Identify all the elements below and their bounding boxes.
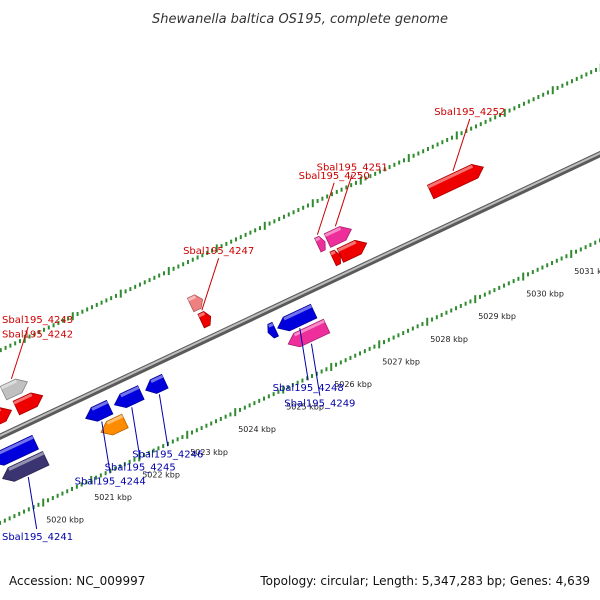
gene-arrow[interactable]: [426, 163, 484, 200]
ruler-tick-label: 5027 kbp: [382, 357, 420, 366]
gene-arrow[interactable]: [85, 399, 114, 422]
gene-label[interactable]: Sbal195_4245: [105, 462, 176, 473]
backbone-highlight: [0, 152, 600, 437]
gene-label[interactable]: Sbal195_4249: [284, 399, 355, 410]
ruler-tick-label: 5028 kbp: [430, 335, 468, 344]
gene-label-leader: [131, 407, 141, 460]
gene-arrow[interactable]: [145, 373, 169, 394]
gene-label[interactable]: Sbal195_4247: [183, 246, 254, 257]
gene-label[interactable]: Sbal195_4248: [273, 383, 344, 394]
gene-arrow[interactable]: [287, 318, 331, 348]
gene-label-leader: [27, 476, 38, 530]
gene-labels: Sbal195_4242 Sbal195_4243 Sbal195_4247 Sbal…: [2, 107, 505, 543]
tick-dot-rows: [0, 63, 600, 525]
gene-arrow-highlight: [337, 240, 357, 252]
gene-arrow[interactable]: [113, 385, 145, 409]
gene-arrow-highlight: [0, 435, 34, 455]
gene-arrow[interactable]: [0, 434, 40, 466]
topology-text: Topology: circular; Length: 5,347,283 bp…: [260, 574, 590, 588]
gene-arrow-highlight: [8, 451, 45, 471]
ruler-tick-label: 5023 kbp: [190, 448, 228, 457]
gene-arrow-highlight: [427, 164, 474, 189]
gene-label-leader: [158, 394, 169, 447]
gene-label[interactable]: Sbal195_4246: [132, 449, 203, 460]
gene-track: [0, 163, 484, 482]
gene-label-leader: [334, 174, 353, 227]
gene-label[interactable]: Sbal195_4241: [2, 532, 73, 543]
gene-arrow[interactable]: [267, 321, 280, 339]
ruler-tick-label: 5025 kbp: [286, 403, 324, 412]
gene-arrow[interactable]: [336, 239, 368, 263]
gene-arrow-highlight: [150, 374, 164, 383]
gene-arrow-highlight: [330, 250, 336, 256]
gene-arrow[interactable]: [12, 392, 44, 416]
ruler-tick-label: 5029 kbp: [478, 312, 516, 321]
gene-label-leader: [452, 118, 471, 172]
gene-label-leader: [299, 328, 309, 381]
gene-arrow-highlight: [187, 295, 197, 302]
gene-label-leader: [101, 421, 111, 474]
gene-arrow-highlight: [324, 226, 342, 237]
gene-arrow[interactable]: [323, 226, 352, 248]
gene-label[interactable]: Sbal195_4251: [317, 162, 388, 173]
ruler-tick-label: 5022 kbp: [142, 470, 180, 479]
gene-label-leader: [10, 326, 29, 380]
gene-arrow-highlight: [13, 393, 33, 405]
gene-label[interactable]: Sbal195_4242: [2, 330, 73, 341]
gene-arrow[interactable]: [277, 303, 318, 332]
gene-arrow[interactable]: [329, 249, 342, 267]
gene-arrow-highlight: [293, 319, 325, 337]
ruler-tick-label: 5030 kbp: [526, 290, 564, 299]
gene-arrow[interactable]: [2, 450, 50, 482]
gene-label-leader: [310, 343, 321, 396]
gene-arrow[interactable]: [0, 378, 28, 401]
gene-arrow-highlight: [120, 386, 140, 398]
gene-arrow-highlight: [0, 379, 18, 390]
gene-arrow-highlight: [198, 311, 206, 318]
ruler-tick-label: 5021 kbp: [94, 493, 132, 502]
gene-arrow-highlight: [283, 304, 313, 321]
gene-arrow-highlight: [314, 236, 321, 242]
gene-arrow-highlight: [91, 400, 109, 411]
gene-arrow[interactable]: [100, 413, 129, 436]
gene-arrow[interactable]: [186, 294, 204, 313]
ruler-tick-label: 5031 kbp: [574, 267, 600, 276]
ruler-tick-label: 5024 kbp: [238, 425, 276, 434]
gene-arrow[interactable]: [314, 235, 326, 253]
gene-label-leader: [316, 182, 335, 235]
ruler-tick-label: 5026 kbp: [334, 380, 372, 389]
map-title: Shewanella baltica OS195, complete genom…: [152, 12, 448, 27]
gene-label-leader: [201, 258, 220, 311]
gene-label[interactable]: Sbal195_4252: [434, 107, 505, 118]
gene-arrow[interactable]: [197, 311, 212, 329]
gene-label[interactable]: Sbal195_4244: [75, 476, 146, 487]
gene-arrow-highlight: [268, 322, 274, 328]
gene-label[interactable]: Sbal195_4250: [299, 171, 370, 182]
position-ruler: 5020 kbp 5021 kbp 5022 kbp 5023 kbp 5024 kbp…: [46, 267, 600, 525]
genome-backbone: [0, 150, 600, 441]
accession-text: Accession: NC_009997: [9, 574, 146, 588]
gene-arrow-highlight: [106, 414, 124, 425]
gene-arrow[interactable]: [0, 407, 13, 431]
gene-label[interactable]: Sbal195_4243: [2, 315, 73, 326]
ruler-tick-label: 5020 kbp: [46, 516, 84, 525]
